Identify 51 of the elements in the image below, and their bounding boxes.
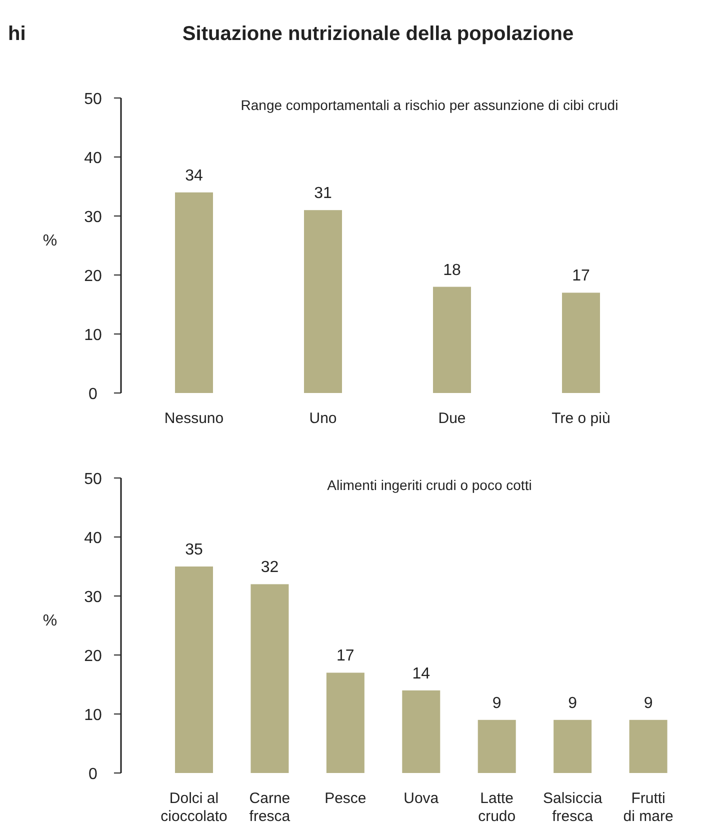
y-tick-label: 40 <box>84 530 102 547</box>
data-label: 14 <box>412 665 430 682</box>
x-tick-label: Uno <box>309 410 337 427</box>
y-tick-label: 50 <box>84 471 102 488</box>
y-tick-label: 20 <box>84 648 102 665</box>
y-tick-label: 0 <box>88 766 98 783</box>
y-tick-label: 50 <box>84 91 102 108</box>
bar <box>250 584 289 773</box>
x-tick-label: Pesce <box>324 790 366 807</box>
y-axis-title: % <box>42 612 58 630</box>
data-label: 9 <box>568 694 578 712</box>
y-tick-label: 30 <box>84 209 102 226</box>
data-label: 9 <box>644 694 653 712</box>
x-tick-label: Due <box>438 410 466 427</box>
y-tick-label: 10 <box>84 327 102 344</box>
y-tick-label: 20 <box>84 268 102 285</box>
x-tick-label: Latte crudo <box>478 790 516 825</box>
bar <box>478 720 516 773</box>
data-label: 31 <box>314 185 332 202</box>
bar <box>554 720 592 773</box>
bar <box>304 210 342 393</box>
y-tick-label: 30 <box>84 589 102 606</box>
chart-subtitle: Range comportamentali a rischio per assunzione di cibi crudi <box>240 97 618 113</box>
y-axis-title: % <box>42 232 58 250</box>
chart-title: Situazione nutrizionale della popolazione <box>182 23 574 45</box>
data-label: 32 <box>260 559 279 576</box>
x-tick-label: Tre o più <box>552 410 610 427</box>
x-tick-label: Nessuno <box>164 410 224 427</box>
chart-subtitle: Alimenti ingeriti crudi o poco cotti <box>327 477 532 493</box>
y-tick-label: 10 <box>84 707 102 724</box>
x-tick-label: Frutti di mare <box>623 790 674 825</box>
data-label: 35 <box>185 542 203 558</box>
bar <box>175 192 213 393</box>
data-label: 9 <box>492 694 502 712</box>
x-tick-label: Carne fresca <box>249 790 291 825</box>
y-tick-label: 40 <box>84 150 102 167</box>
data-label: 34 <box>185 167 203 184</box>
bar <box>402 690 440 773</box>
bar <box>562 292 600 393</box>
y-tick-label: 0 <box>88 386 98 403</box>
data-label: 17 <box>572 268 590 285</box>
bar <box>629 720 668 773</box>
data-label: 17 <box>336 648 354 665</box>
data-label: 18 <box>443 262 461 279</box>
x-tick-label: Dolci al cioccolato <box>160 790 228 825</box>
x-tick-label: Salsiccia fresca <box>542 790 603 825</box>
bar <box>326 672 364 773</box>
x-tick-label: Uova <box>404 790 440 807</box>
bar <box>175 566 213 773</box>
text: hi <box>8 23 26 45</box>
bar <box>433 286 471 393</box>
